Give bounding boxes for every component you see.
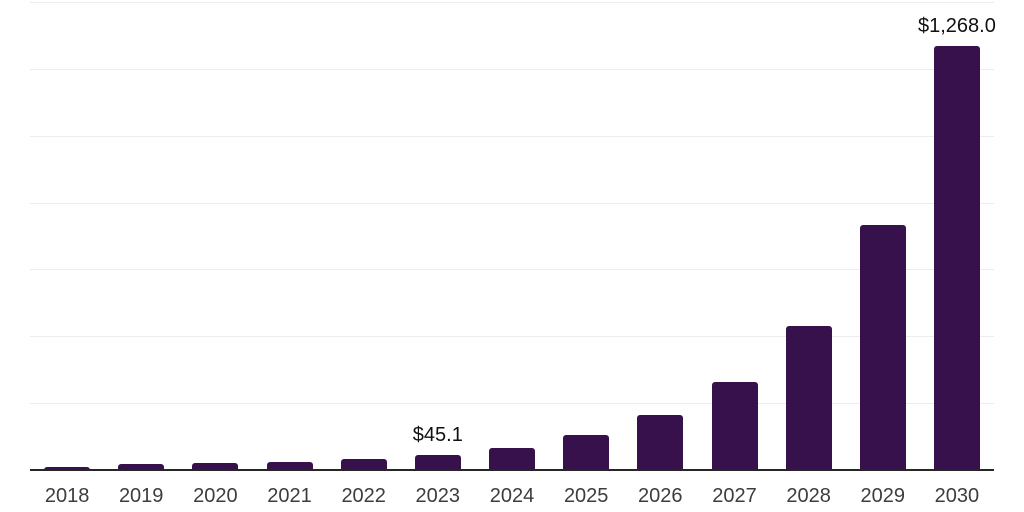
x-tick-2018: 2018: [44, 485, 90, 507]
x-tick-2026: 2026: [638, 485, 683, 507]
bar-2022: [340, 458, 387, 470]
value-label-2023: $45.1: [412, 423, 463, 446]
gridline-200: [30, 403, 994, 405]
gridline-800: [30, 202, 994, 204]
gridline-1200: [30, 68, 994, 70]
x-tick-2029: 2029: [860, 485, 906, 507]
x-tick-2028: 2028: [786, 485, 831, 507]
bar-2025: [563, 434, 610, 470]
x-tick-2022: 2022: [341, 485, 386, 507]
x-tick-2024: 2024: [489, 485, 535, 507]
x-tick-2019: 2019: [118, 485, 164, 507]
bar-2029: [859, 225, 906, 470]
x-tick-2027: 2027: [712, 485, 757, 507]
x-tick-2020: 2020: [193, 485, 238, 507]
bar-2018: [44, 466, 91, 470]
x-tick-2030: 2030: [934, 485, 980, 507]
bar-2030: [933, 46, 980, 470]
gridline-400: [30, 336, 994, 338]
bar-2023: [414, 454, 461, 470]
gridline-1000: [30, 135, 994, 137]
bar-2026: [637, 414, 684, 470]
bar-2028: [785, 325, 832, 470]
value-label-2030: $1,268.0: [917, 15, 996, 38]
x-tick-2023: 2023: [415, 485, 461, 507]
bar-2019: [118, 463, 165, 470]
x-axis-line: [30, 469, 994, 471]
x-tick-2021: 2021: [267, 485, 312, 507]
gridline-600: [30, 269, 994, 271]
bar-2020: [192, 463, 239, 470]
bar-2027: [711, 382, 758, 470]
bar-2024: [489, 447, 535, 470]
gridline-1400: [30, 2, 994, 3]
x-tick-2025: 2025: [563, 485, 609, 507]
bar-2021: [266, 461, 313, 470]
